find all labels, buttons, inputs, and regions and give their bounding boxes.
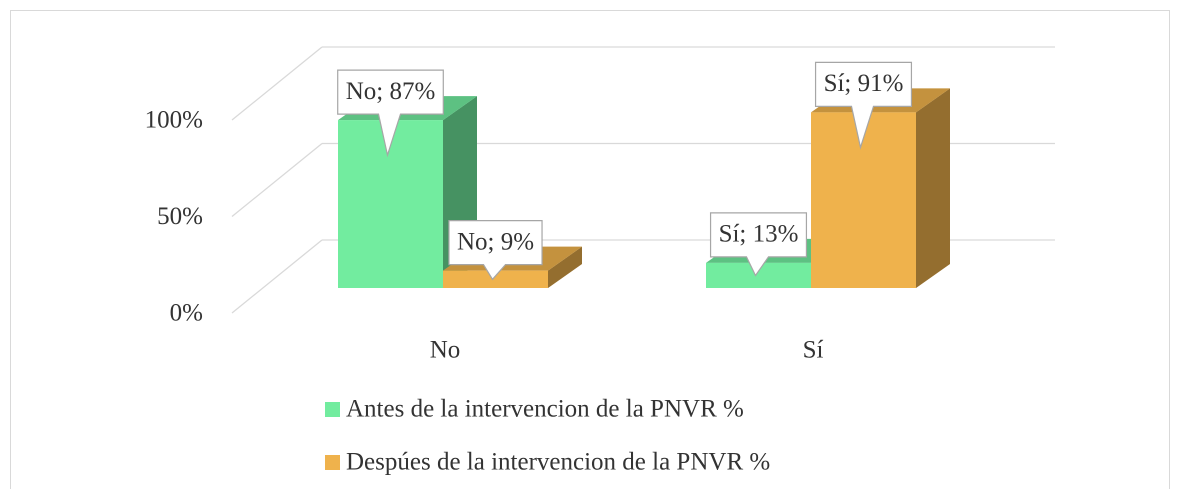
data-label-callout: No; 9% bbox=[448, 220, 543, 281]
data-label-callout: Sí; 91% bbox=[814, 61, 913, 150]
data-label: Sí; 91% bbox=[824, 70, 904, 97]
bar-side-shade bbox=[916, 88, 950, 289]
legend-label: Despúes de la intervencion de la PNVR % bbox=[346, 449, 770, 476]
grid-line bbox=[231, 239, 323, 314]
callout-box bbox=[709, 212, 808, 277]
data-label: No; 87% bbox=[346, 78, 436, 105]
callout-box bbox=[448, 220, 543, 281]
bar-front bbox=[338, 120, 443, 288]
callout-box bbox=[814, 61, 913, 150]
bar-side-shade bbox=[548, 246, 582, 288]
legend-swatch bbox=[325, 402, 340, 417]
grid-line bbox=[231, 46, 323, 121]
bar-front bbox=[443, 270, 548, 288]
data-label: Sí; 13% bbox=[719, 221, 799, 248]
callout-box bbox=[337, 69, 444, 158]
x-tick-label: Sí bbox=[803, 337, 824, 364]
legend-label: Antes de la intervencion de la PNVR % bbox=[346, 396, 744, 423]
bar-side bbox=[548, 246, 582, 288]
legend-swatch bbox=[325, 455, 340, 470]
x-tick-label: No bbox=[430, 337, 461, 364]
data-label: No; 9% bbox=[457, 228, 534, 255]
y-tick-label: 50% bbox=[157, 203, 203, 230]
bar-side bbox=[916, 88, 950, 289]
data-label-callout: Sí; 13% bbox=[709, 212, 808, 277]
data-label-callout: No; 87% bbox=[337, 69, 444, 158]
grid-line bbox=[231, 142, 323, 218]
bar-front bbox=[811, 112, 916, 289]
chart-border bbox=[10, 10, 1170, 489]
y-tick-label: 100% bbox=[145, 107, 203, 134]
y-tick-label: 0% bbox=[170, 300, 203, 327]
bar bbox=[811, 88, 950, 289]
